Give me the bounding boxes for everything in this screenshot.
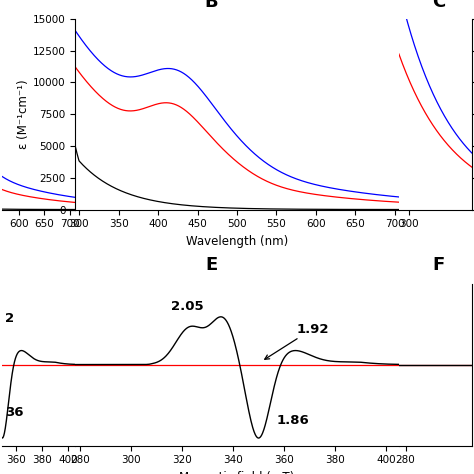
- X-axis label: Magnetic field (mT): Magnetic field (mT): [179, 471, 295, 474]
- Text: E: E: [205, 256, 217, 274]
- Text: 2.05: 2.05: [171, 300, 204, 313]
- Text: 2: 2: [5, 312, 14, 326]
- Text: 36: 36: [5, 406, 24, 419]
- Text: 1.86: 1.86: [276, 414, 309, 427]
- Text: B: B: [204, 0, 218, 11]
- Text: F: F: [433, 256, 445, 274]
- Y-axis label: ε (M⁻¹cm⁻¹): ε (M⁻¹cm⁻¹): [17, 80, 30, 149]
- Text: 1.92: 1.92: [297, 323, 329, 336]
- Text: C: C: [432, 0, 446, 11]
- X-axis label: Wavelength (nm): Wavelength (nm): [186, 235, 288, 248]
